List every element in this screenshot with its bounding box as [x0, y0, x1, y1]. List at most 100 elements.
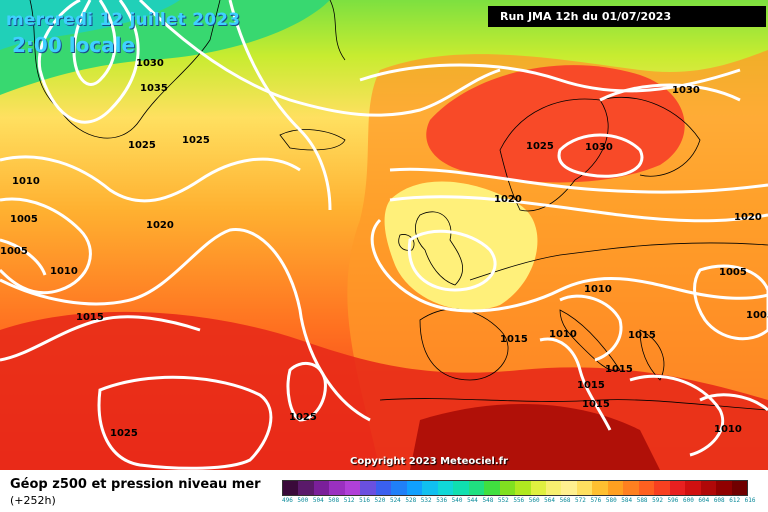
- colorbar-swatch: [576, 481, 593, 495]
- colorbar-swatch: [406, 481, 423, 495]
- isobar-label: 1010: [549, 329, 577, 340]
- colorbar-tick: 604: [698, 497, 710, 504]
- isobar-label: 1015: [500, 334, 528, 345]
- colorbar-tick: 596: [667, 497, 679, 504]
- colorbar-swatch: [654, 481, 670, 495]
- field-band-sahara: [410, 403, 660, 470]
- colorbar: [282, 480, 748, 496]
- isobar-labels: 1030 1035 1025 1025 1010 1005 1005 1020 …: [0, 58, 768, 439]
- colorbar-tick: 592: [652, 497, 663, 504]
- isobar-label: 1030: [585, 142, 613, 153]
- colorbar-swatch: [313, 481, 330, 495]
- colorbar-swatch: [422, 481, 438, 495]
- colorbar-tick: 576: [590, 497, 602, 504]
- isobar-label: 1005: [746, 310, 768, 321]
- isobar-label: 1020: [146, 220, 174, 231]
- isobar-label: 1020: [734, 212, 762, 223]
- colorbar-tick: 524: [389, 497, 401, 504]
- copyright: Copyright 2023 Meteociel.fr: [350, 456, 508, 467]
- isobar-label: 1015: [582, 399, 610, 410]
- colorbar-swatch: [344, 481, 361, 495]
- isobar-label: 1025: [110, 428, 138, 439]
- colorbar-tick: 536: [436, 497, 448, 504]
- isobar-label: 1030: [672, 85, 700, 96]
- colorbar-swatch: [731, 481, 748, 495]
- colorbar-swatch: [468, 481, 485, 495]
- colorbar-tick: 568: [559, 497, 571, 504]
- field-band-scandinavia-ridge: [426, 65, 685, 183]
- colorbar-tick: 580: [605, 497, 617, 504]
- isobar-label: 1005: [10, 214, 38, 225]
- colorbar-swatch: [391, 481, 407, 495]
- isobar-label: 1025: [182, 135, 210, 146]
- colorbar-swatch: [685, 481, 701, 495]
- isobar-label: 1015: [628, 330, 656, 341]
- colorbar-tick: 508: [328, 497, 340, 504]
- colorbar-tick: 560: [528, 497, 540, 504]
- colorbar-swatch: [592, 481, 608, 495]
- legend-lead-time: (+252h): [10, 494, 56, 507]
- colorbar-swatch: [515, 481, 531, 495]
- forecast-local-time: 2:00 locale: [12, 33, 136, 57]
- colorbar-tick: 600: [682, 497, 694, 504]
- colorbar-tick: 564: [544, 497, 556, 504]
- colorbar-swatch: [375, 481, 392, 495]
- isobar-label: 1025: [289, 412, 317, 423]
- colorbar-tick: 572: [575, 497, 586, 504]
- geopotential-map: 1030 1035 1025 1025 1010 1005 1005 1020 …: [0, 0, 768, 470]
- colorbar-tick: 528: [405, 497, 417, 504]
- isobars: [0, 0, 768, 468]
- colorbar-tick: 544: [467, 497, 478, 504]
- colorbar-swatch: [623, 481, 639, 495]
- colorbar-tick: 552: [497, 497, 509, 504]
- isobar-label: 1015: [577, 380, 605, 391]
- colorbar-swatch: [700, 481, 717, 495]
- isobar-label: 1015: [605, 364, 633, 375]
- colorbar-tick: 540: [451, 497, 463, 504]
- colorbar-swatch: [499, 481, 516, 495]
- isobar-label: 1025: [128, 140, 156, 151]
- isobar-label: 1010: [12, 176, 40, 187]
- colorbar-tick: 516: [359, 497, 370, 504]
- colorbar-swatch: [283, 481, 299, 495]
- colorbar-ticks: 496 500 504 508 512 516 520 524 528 532 536 540 544 5…: [282, 497, 760, 507]
- colorbar-swatch: [298, 481, 314, 495]
- colorbar-tick: 500: [297, 497, 309, 504]
- colorbar-swatch: [437, 481, 454, 495]
- colorbar-tick: 496: [282, 497, 293, 504]
- colorbar-tick: 548: [482, 497, 494, 504]
- colorbar-tick: 608: [713, 497, 725, 504]
- isobar-label: 1005: [0, 246, 28, 257]
- isobar-label: 1030: [136, 58, 164, 69]
- colorbar-tick: 520: [374, 497, 386, 504]
- isobar-label: 1025: [526, 141, 554, 152]
- isobar-label: 1015: [76, 312, 104, 323]
- colorbar-swatch: [669, 481, 686, 495]
- coastlines: [29, 0, 768, 411]
- forecast-date: mercredi 12 juillet 2023: [6, 10, 241, 30]
- colorbar-tick: 616: [744, 497, 756, 504]
- colorbar-tick: 588: [636, 497, 648, 504]
- colorbar-tick: 532: [420, 497, 432, 504]
- colorbar-swatch: [329, 481, 345, 495]
- colorbar-swatch: [607, 481, 624, 495]
- colorbar-swatch: [545, 481, 562, 495]
- colorbar-swatch: [360, 481, 376, 495]
- colorbar-tick: 556: [513, 497, 525, 504]
- colorbar-swatch: [453, 481, 469, 495]
- colorbar-swatch: [530, 481, 546, 495]
- isobar-label: 1010: [50, 266, 78, 277]
- isobar-label: 1020: [494, 194, 522, 205]
- isobar-label: 1010: [584, 284, 612, 295]
- colorbar-swatch: [561, 481, 577, 495]
- colorbar-tick: 584: [621, 497, 633, 504]
- colorbar-swatch: [484, 481, 500, 495]
- colorbar-tick: 512: [343, 497, 355, 504]
- isobar-label: 1010: [714, 424, 742, 435]
- colorbar-swatch: [716, 481, 732, 495]
- run-info: Run JMA 12h du 01/07/2023: [488, 6, 766, 27]
- colorbar-tick: 612: [729, 497, 741, 504]
- colorbar-tick: 504: [312, 497, 324, 504]
- isobar-label: 1005: [719, 267, 747, 278]
